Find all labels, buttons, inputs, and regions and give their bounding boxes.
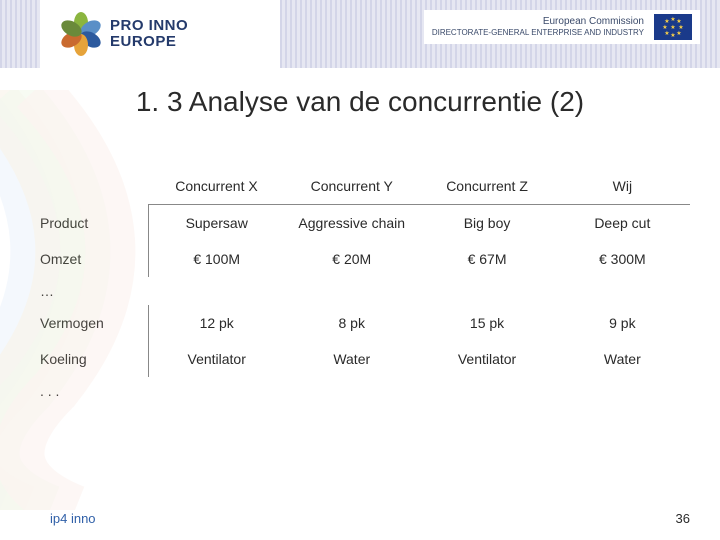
- table-cell: 15 pk: [419, 305, 554, 341]
- table-row: …: [30, 277, 690, 305]
- logo-line1: PRO INNO: [110, 18, 188, 34]
- table-cell: [284, 277, 419, 305]
- logo-group: PRO INNO EUROPE: [60, 13, 188, 55]
- table-cell: € 20M: [284, 241, 419, 277]
- table-cell: [284, 377, 419, 405]
- column-header: Concurrent X: [149, 168, 284, 205]
- table-cell: Supersaw: [149, 205, 284, 242]
- column-header: Wij: [555, 168, 690, 205]
- table-cell: 12 pk: [149, 305, 284, 341]
- table-row: Vermogen12 pk8 pk15 pk9 pk: [30, 305, 690, 341]
- table-row: KoelingVentilatorWaterVentilatorWater: [30, 341, 690, 377]
- eu-flag-icon: [654, 14, 692, 40]
- table-cell: [419, 377, 554, 405]
- page-number: 36: [676, 511, 690, 526]
- table-cell: € 300M: [555, 241, 690, 277]
- footer-left: ip4 inno: [50, 511, 96, 526]
- table-cell: [419, 277, 554, 305]
- table-cell: 9 pk: [555, 305, 690, 341]
- table-cell: Deep cut: [555, 205, 690, 242]
- table-cell: [149, 277, 284, 305]
- table-cell: € 67M: [419, 241, 554, 277]
- row-label: Vermogen: [30, 305, 149, 341]
- table-cell: 8 pk: [284, 305, 419, 341]
- table-cell: Water: [555, 341, 690, 377]
- row-label: . . .: [30, 377, 149, 405]
- table-cell: Aggressive chain: [284, 205, 419, 242]
- footer: ip4 inno 36: [0, 511, 720, 526]
- ec-text: European Commission DIRECTORATE-GENERAL …: [432, 16, 644, 38]
- logo-icon: [60, 13, 102, 55]
- logo-line2: EUROPE: [110, 34, 188, 50]
- table-cell: [555, 377, 690, 405]
- table-row: ProductSupersawAggressive chainBig boyDe…: [30, 205, 690, 242]
- competition-table: Concurrent XConcurrent YConcurrent ZWij …: [30, 168, 690, 405]
- table-cell: [555, 277, 690, 305]
- table-cell: [149, 377, 284, 405]
- column-header: Concurrent Z: [419, 168, 554, 205]
- row-label: Product: [30, 205, 149, 242]
- logo-container: PRO INNO EUROPE: [40, 0, 280, 68]
- column-header: Concurrent Y: [284, 168, 419, 205]
- table-cell: Ventilator: [419, 341, 554, 377]
- header-bar: PRO INNO EUROPE European Commission DIRE…: [0, 0, 720, 68]
- table-row: Omzet€ 100M€ 20M€ 67M€ 300M: [30, 241, 690, 277]
- table-cell: Big boy: [419, 205, 554, 242]
- row-label: …: [30, 277, 149, 305]
- logo-text: PRO INNO EUROPE: [110, 18, 188, 50]
- row-label: Omzet: [30, 241, 149, 277]
- table-cell: € 100M: [149, 241, 284, 277]
- table-cell: Water: [284, 341, 419, 377]
- row-header-blank: [30, 168, 149, 205]
- ec-line2: DIRECTORATE-GENERAL ENTERPRISE AND INDUS…: [432, 28, 644, 38]
- table-container: Concurrent XConcurrent YConcurrent ZWij …: [30, 168, 690, 405]
- table-cell: Ventilator: [149, 341, 284, 377]
- ec-group: European Commission DIRECTORATE-GENERAL …: [424, 10, 700, 44]
- ec-line1: European Commission: [432, 16, 644, 28]
- page-title: 1. 3 Analyse van de concurrentie (2): [0, 86, 720, 118]
- row-label: Koeling: [30, 341, 149, 377]
- table-row: . . .: [30, 377, 690, 405]
